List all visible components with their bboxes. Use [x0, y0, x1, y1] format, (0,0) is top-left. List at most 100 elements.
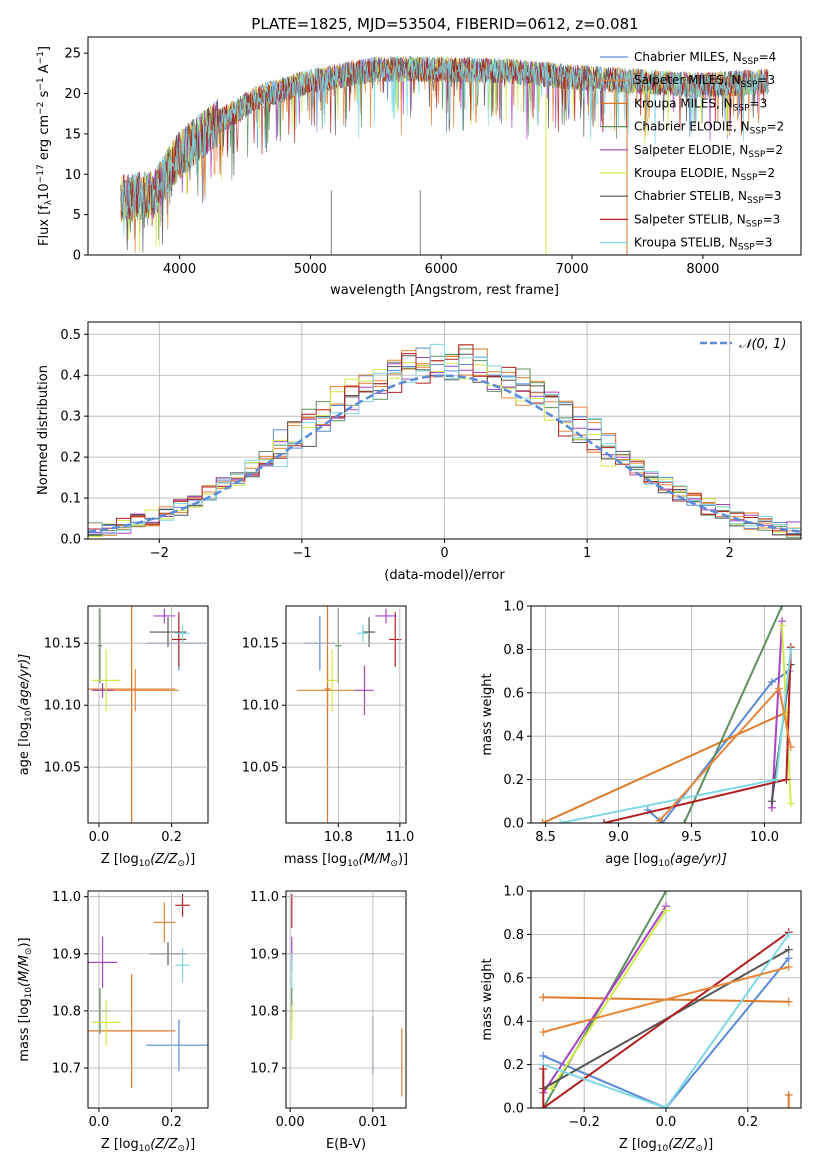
histogram-series: [88, 343, 801, 539]
label-part: 10: [347, 859, 359, 869]
y-axis-label: mass weight: [480, 958, 495, 1040]
axes-frame: [530, 605, 802, 824]
label-part: )]: [703, 1137, 713, 1152]
label-part: (Z/Z: [668, 1137, 696, 1152]
y-tick-label: 10.8: [250, 1004, 279, 1019]
y-axis-label: mass weight: [480, 673, 495, 755]
x-tick-label: −2: [150, 546, 169, 561]
label-part: (Z/Z: [150, 1137, 178, 1152]
label-part: age [log: [605, 852, 658, 867]
y-tick-label: 0.0: [60, 533, 81, 548]
x-tick-label: 11.0: [385, 830, 414, 845]
plot-area: [291, 893, 403, 1097]
label-part: −1: [36, 51, 46, 64]
label-part: )]: [185, 1137, 195, 1152]
y-tick-label: 20: [64, 87, 81, 102]
y-tick-label: 10.15: [242, 637, 279, 652]
x-tick-label: 0.2: [161, 830, 182, 845]
label-part: =2: [757, 166, 775, 180]
label-part: Kroupa STELIB, N: [634, 236, 738, 250]
y-tick-label: 1.0: [503, 600, 524, 615]
y-tick-label: 10.7: [250, 1062, 279, 1077]
spectrum-panel: 4000 5000 6000 7000 8000 0 5 10 15 20 25 wavelength…: [36, 36, 802, 298]
x-tick-label: 0.01: [358, 1115, 387, 1130]
x-tick-label: 0.00: [276, 1115, 305, 1130]
label-part: ⊙: [177, 1144, 185, 1154]
label-part: ⊙: [695, 1144, 703, 1154]
mass-weight-line: [781, 625, 792, 804]
label-part: Chabrier ELODIE, N: [634, 120, 750, 134]
y-tick-label: 10.15: [44, 637, 81, 652]
label-part: 10: [24, 987, 34, 999]
x-tick-label: 5000: [294, 262, 327, 277]
legend-entry: Chabrier ELODIE, NSSP=2: [634, 120, 784, 137]
plot-area: [539, 891, 793, 1108]
x-tick-label: 0.0: [89, 1115, 110, 1130]
y-axis-label: Flux [fλ10−17 erg cm−2 s−1 A−1]: [36, 46, 54, 246]
y-tick-label: 0.8: [503, 928, 524, 943]
label-part: mass [log: [284, 852, 347, 867]
legend-entry: Salpeter STELIB, NSSP=3: [634, 212, 780, 229]
legend-entry: Kroupa ELODIE, NSSP=2: [634, 166, 775, 183]
y-axis-label: Normed distribution: [36, 365, 51, 495]
axes-frame: [87, 605, 209, 824]
label-part: −1: [36, 77, 46, 90]
x-axis-label: wavelength [Angstrom, rest frame]: [330, 283, 559, 298]
label-part: SSP: [741, 80, 758, 90]
label-part: (M/M: [359, 852, 391, 867]
label-part: 10: [658, 859, 670, 869]
label-part: 10: [139, 859, 151, 869]
label-part: )]: [398, 852, 408, 867]
mass-weight-line: [542, 933, 790, 1108]
z-mass-panel: 0.0 0.210.710.810.911.0Z [log10(Z/Z⊙)]mas…: [17, 890, 209, 1154]
y-tick-label: 10.10: [44, 699, 81, 714]
y-tick-label: 10: [64, 168, 81, 183]
mass-age-panel: 10.8 11.0 10.05 10.10 10.15 mass [log10(M/M⊙)…: [242, 605, 414, 869]
y-tick-label: 0.6: [503, 971, 524, 986]
gaussian-curve: [88, 374, 801, 534]
mass-weight-line: [550, 909, 667, 1090]
label-part: Chabrier MILES, N: [634, 50, 742, 64]
plot-area: [120, 55, 769, 255]
label-part: ⊙: [177, 859, 185, 869]
label-part: (M/M: [17, 955, 32, 987]
label-part: =3: [763, 212, 781, 226]
y-tick-label: 0.6: [503, 686, 524, 701]
x-tick-label: 6000: [425, 262, 458, 277]
label-part: ]: [37, 46, 52, 51]
legend-entry: Chabrier MILES, NSSP=4: [634, 50, 776, 67]
x-tick-label: 7000: [556, 262, 589, 277]
mass-weight-line: [543, 966, 789, 1033]
mass-weight-line: [542, 957, 790, 1108]
label-part: −17: [36, 164, 46, 183]
plot-area: [88, 606, 208, 823]
x-tick-label: 9.0: [608, 830, 629, 845]
x-tick-label: −1: [292, 546, 311, 561]
y-axis-label: age [log10(age/yr)]: [17, 654, 34, 776]
label-part: )]: [17, 937, 32, 947]
label-part: SSP: [747, 196, 764, 206]
x-tick-label: 0: [440, 546, 448, 561]
plot-area: [538, 606, 795, 823]
x-tick-label: 0.0: [89, 830, 110, 845]
label-part: s: [37, 90, 52, 101]
x-axis-label: Z [log10(Z/Z⊙)]: [101, 852, 195, 869]
label-part: −2: [36, 102, 46, 115]
label-part: ⊙: [24, 948, 34, 956]
y-tick-label: 0: [73, 249, 81, 264]
label-part: SSP: [748, 150, 765, 160]
label-part: E(B-V): [326, 1137, 366, 1152]
label-part: 10: [24, 710, 34, 722]
x-axis-label: Z [log10(Z/Z⊙)]: [619, 1137, 713, 1154]
label-part: SSP: [750, 127, 767, 137]
y-tick-label: 11.0: [52, 890, 81, 905]
x-axis-label: Z [log10(Z/Z⊙)]: [101, 1137, 195, 1154]
mass-weight-line: [542, 711, 787, 823]
x-tick-label: 0.2: [737, 1115, 758, 1130]
y-tick-label: 0.2: [503, 773, 524, 788]
y-tick-label: 0.5: [60, 328, 81, 343]
axes-frame: [285, 605, 407, 824]
label-part: SSP: [733, 103, 750, 113]
label-part: =3: [750, 96, 768, 110]
label-part: Z [log: [101, 1137, 139, 1152]
